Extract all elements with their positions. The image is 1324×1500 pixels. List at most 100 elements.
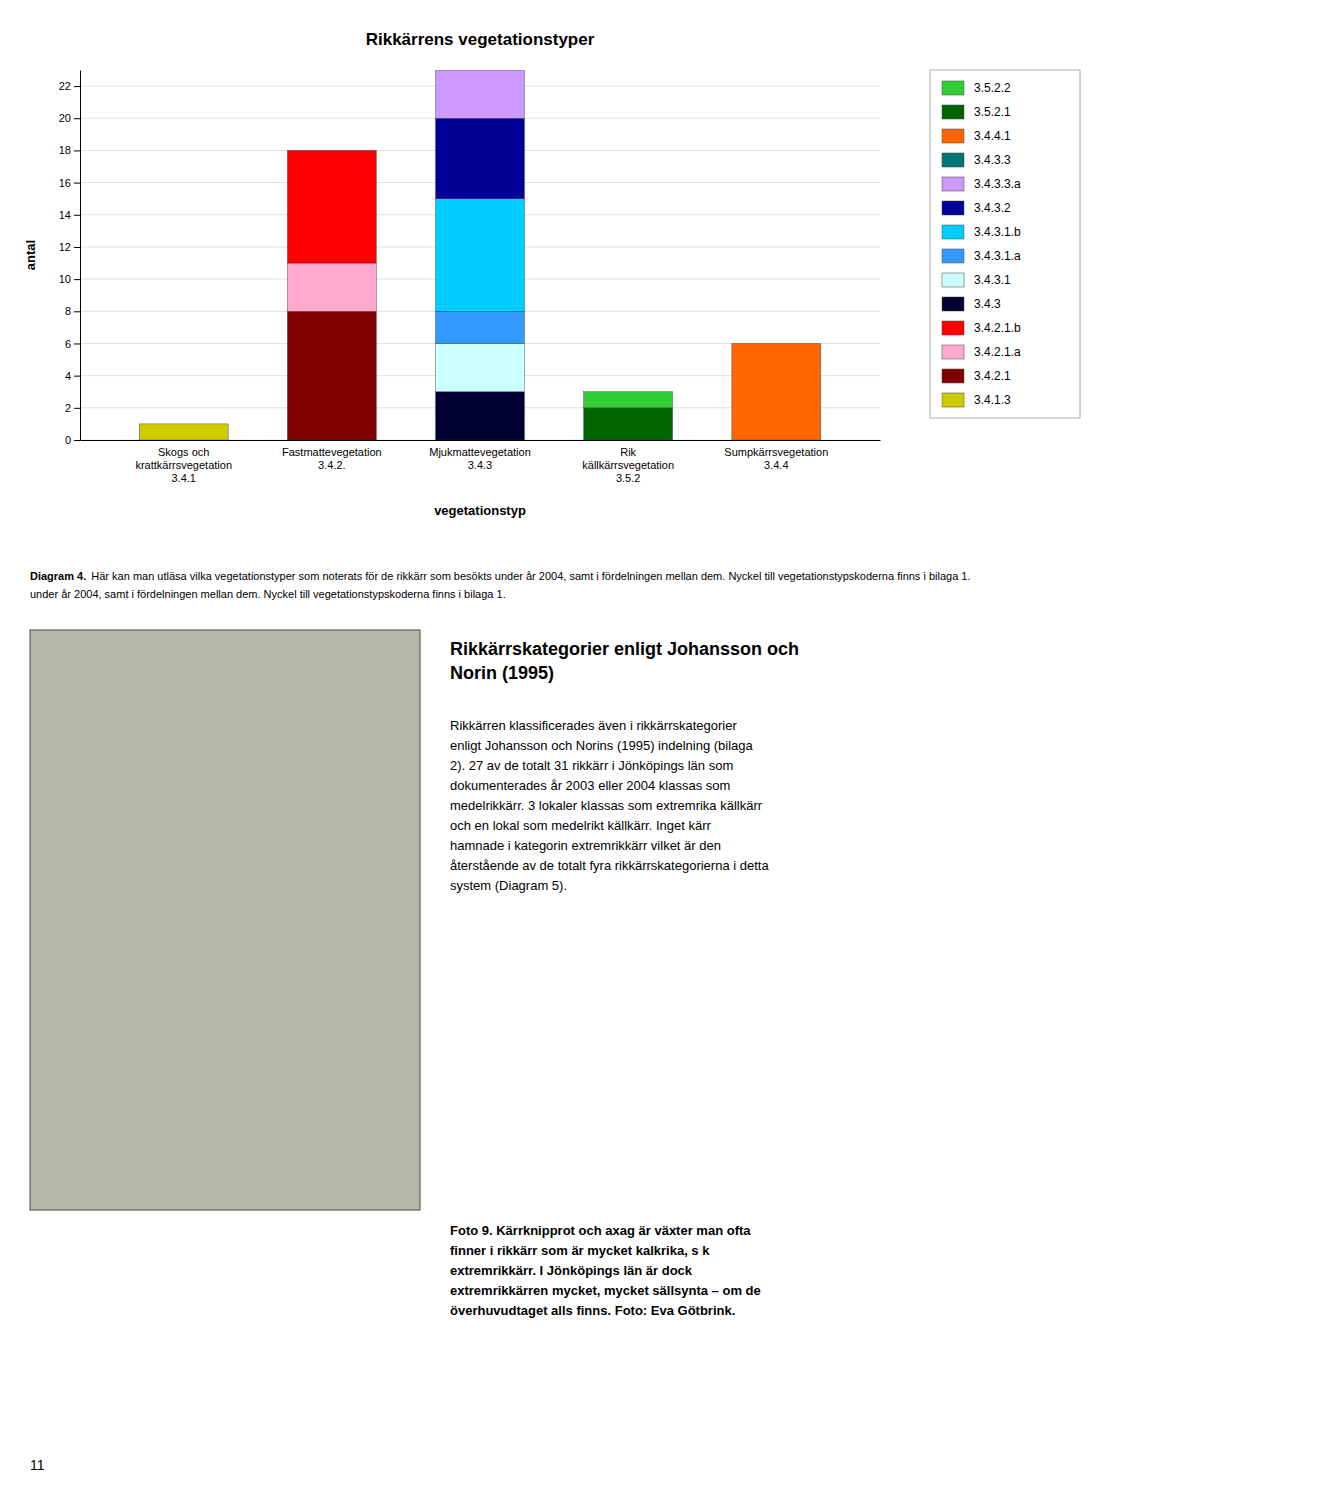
body-text: och en lokal som medelrikt källkärr. Ing… — [450, 818, 711, 833]
tick: 0 — [65, 434, 80, 446]
bar-segment — [287, 150, 376, 151]
tick-mark — [74, 343, 80, 344]
bar-segment — [139, 423, 228, 424]
tick-label: 2 — [65, 402, 71, 414]
tick: Mjukmattevegetation3.4.3 — [429, 440, 531, 471]
legend: 3.5.2.23.5.2.13.4.4.13.4.3.33.4.3.3.a3.4… — [930, 70, 1080, 418]
y-axis: 0 2 4 6 8 10 12 14 16 18 20 22 — [59, 71, 81, 447]
tick-mark — [74, 440, 80, 441]
tick-mark — [74, 183, 80, 184]
tick: 6 — [65, 337, 80, 349]
bar-segment — [139, 423, 228, 424]
x-axis: Skogs ochkrattkärrsvegetation3.4.1 Fastma… — [81, 440, 881, 484]
series — [436, 118, 525, 198]
legend-swatch — [942, 249, 964, 263]
legend-item: 3.5.2.2 — [942, 81, 1011, 95]
photo-caption: extremrikkärr. I Jönköpings län är dock — [450, 1263, 693, 1278]
series — [584, 408, 673, 440]
bar-segment — [287, 150, 376, 151]
tick-mark — [74, 150, 80, 151]
bar-segment — [139, 424, 228, 440]
tick: 16 — [59, 177, 80, 189]
legend-label: 3.4.3.2 — [974, 201, 1011, 215]
body-text: system (Diagram 5). — [450, 878, 567, 893]
bar-segment — [287, 263, 376, 311]
bar-segment — [287, 150, 376, 151]
page: 0 2 4 6 8 10 12 14 16 18 20 22 Skogs ochkrattkärrsve… — [0, 0, 1324, 1500]
body-text: Rikkärren klassificerades även i rikkärr… — [450, 718, 737, 733]
legend-label: 3.4.3.1.a — [974, 249, 1021, 263]
tick-label: Skogs ochkrattkärrsvegetation3.4.1 — [135, 446, 232, 484]
photo-caption: Foto 9. Kärrknipprot och axag är växter … — [450, 1223, 751, 1238]
tick-mark — [74, 86, 80, 87]
bar-segment — [436, 70, 525, 71]
bar-segment — [287, 150, 376, 151]
bar-segment — [436, 118, 525, 198]
bar-segment — [139, 423, 228, 424]
photo-caption: överhuvudtaget alls finns. Foto: Eva Göt… — [450, 1303, 735, 1318]
chart: 0 2 4 6 8 10 12 14 16 18 20 22 Skogs ochkrattkärrsve… — [59, 70, 881, 484]
bar-segment — [139, 423, 228, 424]
tick: Fastmattevegetation3.4.2. — [282, 440, 382, 471]
chart-title: Rikkärrens vegetationstyper — [366, 30, 595, 49]
grid — [80, 86, 880, 440]
tick-label: Fastmattevegetation3.4.2. — [282, 446, 382, 471]
series — [436, 70, 525, 118]
legend-label: 3.4.2.1.a — [974, 345, 1021, 359]
bar-segment — [584, 392, 673, 408]
tick-label: 8 — [65, 305, 71, 317]
bar-segment — [139, 423, 228, 424]
bar-segment — [287, 311, 376, 440]
legend-label: 3.4.3.1.b — [974, 225, 1021, 239]
section-heading: Rikkärrskategorier enligt Johansson och — [450, 639, 799, 659]
legend-item: 3.4.3.1.b — [942, 225, 1021, 239]
legend-swatch — [942, 321, 964, 335]
tick-mark — [74, 215, 80, 216]
tick-mark — [74, 279, 80, 280]
legend-item: 3.4.3.3 — [942, 153, 1011, 167]
tick: 8 — [65, 305, 80, 317]
bar-segment — [287, 150, 376, 263]
bar-segment — [287, 150, 376, 151]
caption-text: Här kan man utläsa vilka vegetationstype… — [88, 570, 970, 582]
series — [287, 150, 376, 263]
bar-segment — [436, 70, 525, 71]
bar-segment — [732, 343, 821, 344]
legend-label: 3.4.3 — [974, 297, 1001, 311]
bar-segment — [436, 70, 525, 71]
bar-segment — [287, 150, 376, 151]
legend-label: 3.5.2.2 — [974, 81, 1011, 95]
tick-label: 20 — [59, 112, 71, 124]
legend-swatch — [942, 369, 964, 383]
tick-label: 10 — [59, 273, 71, 285]
tick: 22 — [59, 80, 80, 92]
tick-label: 18 — [59, 144, 71, 156]
series — [436, 343, 525, 391]
legend-label: 3.4.1.3 — [974, 393, 1011, 407]
body-text: dokumenterades år 2003 eller 2004 klassa… — [450, 778, 730, 793]
legend-label: 3.4.3.3 — [974, 153, 1011, 167]
tick: Skogs ochkrattkärrsvegetation3.4.1 — [135, 440, 232, 484]
bar-segment — [732, 343, 821, 344]
legend-item: 3.4.3.1 — [942, 273, 1011, 287]
tick: Rikkällkärrsvegetation3.5.2 — [582, 440, 674, 484]
legend-item: 3.4.3 — [942, 297, 1001, 311]
legend-label: 3.4.4.1 — [974, 129, 1011, 143]
legend-label: 3.5.2.1 — [974, 105, 1011, 119]
tick-label: 6 — [65, 337, 71, 349]
legend-swatch — [942, 273, 964, 287]
page-number: 11 — [30, 1457, 45, 1473]
tick-mark — [74, 408, 80, 409]
tick-label: 16 — [59, 177, 71, 189]
series — [139, 424, 228, 440]
legend-item: 3.5.2.1 — [942, 105, 1011, 119]
tick: 4 — [65, 370, 80, 382]
tick: 14 — [59, 209, 80, 221]
legend-swatch — [942, 201, 964, 215]
bar-segment — [139, 423, 228, 424]
tick-label: 12 — [59, 241, 71, 253]
legend-item: 3.4.2.1 — [942, 369, 1011, 383]
legend-swatch — [942, 345, 964, 359]
bar-segment — [139, 423, 228, 424]
y-axis-title: antal — [23, 240, 38, 270]
